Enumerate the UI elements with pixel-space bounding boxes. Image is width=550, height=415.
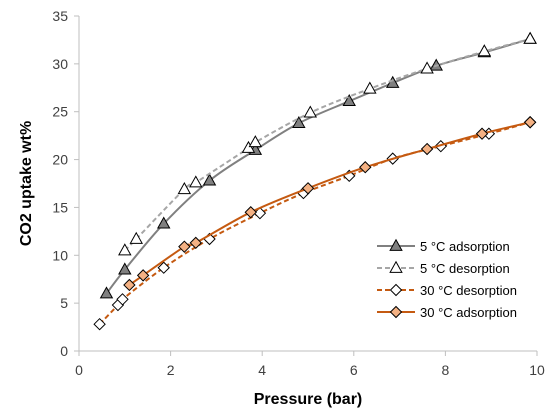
legend-item: 30 °C adsorption [377,305,517,320]
y-tick-label: 25 [52,104,68,120]
data-point [118,243,132,256]
data-point [359,161,372,174]
data-point [523,31,537,44]
legend-marker [389,260,403,273]
x-tick-label: 10 [529,362,545,378]
data-point [189,175,203,188]
legend-item: 5 °C desorption [377,260,510,276]
legend-marker [389,283,403,297]
x-tick-label: 6 [350,362,358,378]
legend-marker [389,305,403,319]
legend-marker [389,238,403,251]
data-point [118,262,132,275]
x-tick-label: 8 [442,362,450,378]
legend-label: 5 °C desorption [420,261,510,276]
data-point [123,278,136,292]
data-point [342,93,356,107]
y-tick-label: 5 [60,295,68,311]
data-point [136,269,150,282]
data-point [420,61,434,74]
data-point [99,286,114,299]
data-point [116,293,129,306]
series-group [118,31,537,256]
series-line [128,121,531,286]
series-layer [93,31,537,331]
data-point [253,206,267,220]
axes-layer: 0 2 4 6 8 10 0 5 10 15 20 25 30 35 Pressure (bar) CO2 u… [18,8,545,408]
x-tick-label: 0 [75,362,83,378]
data-point [177,182,192,195]
x-tick-label: 2 [167,362,175,378]
data-point [475,127,489,140]
legend-label: 30 °C adsorption [420,305,517,320]
data-point [248,135,263,148]
legend-item: 30 °C desorption [377,283,517,298]
legend-label: 5 °C adsorption [420,239,510,254]
series-group [123,116,537,292]
y-tick-label: 15 [52,199,68,215]
y-tick-label: 30 [52,56,68,72]
y-axis-title: CO2 uptake wt% [18,121,35,246]
x-tick-label: 4 [258,362,266,378]
data-point [303,105,318,118]
data-point [420,142,434,156]
data-point [157,261,170,274]
data-point [477,44,492,57]
data-point [292,115,306,129]
data-point [363,81,377,94]
legend-label: 30 °C desorption [420,283,517,298]
legend: 5 °C adsorption 5 °C desorption 30 °C deso… [377,238,517,320]
legend-item: 5 °C adsorption [377,238,510,254]
y-tick-label: 20 [52,152,68,168]
data-point [301,182,315,195]
y-tick-label: 10 [52,247,68,263]
data-point [93,317,106,331]
data-point [189,236,202,250]
data-point [523,116,537,129]
data-point [156,216,171,229]
data-point [178,240,191,253]
data-point [129,231,143,244]
y-tick-label: 0 [60,343,68,359]
x-axis-title: Pressure (bar) [254,391,363,408]
data-point [244,206,257,219]
series-line [124,38,531,252]
data-point [202,173,217,186]
y-tick-label: 35 [52,8,68,24]
